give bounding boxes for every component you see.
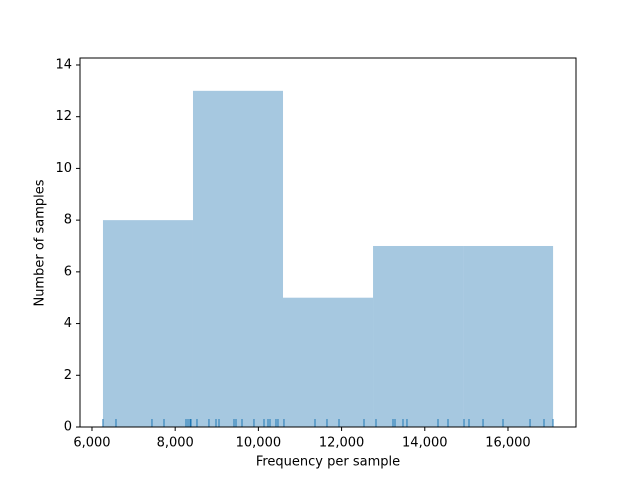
bar (463, 245, 554, 427)
plot-frame (79, 57, 577, 428)
x-tick-label: 8,000 (157, 436, 194, 451)
y-tick-label: 0 (64, 420, 72, 435)
bar (373, 245, 464, 427)
bar (192, 90, 284, 428)
y-tick-label: 6 (64, 264, 72, 279)
bar (102, 220, 193, 427)
y-tick-label: 10 (55, 161, 72, 176)
y-tick-label: 12 (55, 109, 72, 124)
y-tick-label: 2 (64, 368, 72, 383)
x-tick-label: 10,000 (236, 436, 282, 451)
bar (283, 297, 374, 427)
y-tick-label: 4 (64, 316, 72, 331)
x-tick-label: 14,000 (402, 436, 448, 451)
x-tick-label: 12,000 (319, 436, 365, 451)
y-tick-label: 8 (64, 213, 72, 228)
x-tick-label: 16,000 (485, 436, 531, 451)
y-axis-label: Number of samples (33, 179, 48, 306)
x-axis-label: Frequency per sample (256, 455, 400, 470)
x-tick-label: 6,000 (73, 436, 110, 451)
y-tick-label: 14 (55, 57, 72, 72)
